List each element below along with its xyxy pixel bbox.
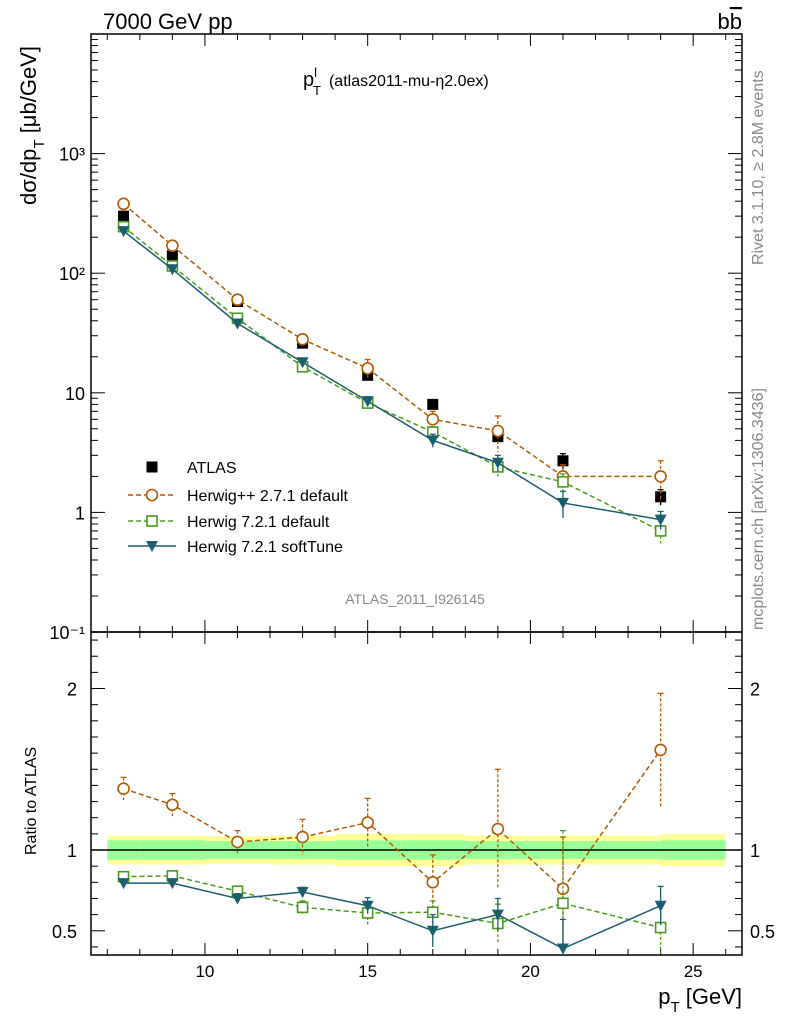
- ratio-series-1-point: [557, 897, 569, 910]
- ratio-series-2-point: [426, 925, 439, 937]
- xlabel: pT [GeV]: [658, 984, 742, 1016]
- ratio-series-0-point: [654, 743, 667, 757]
- legend-label: ATLAS: [187, 460, 237, 477]
- main-ylabel: dσ/dpT [μb/GeV]: [16, 46, 48, 205]
- legend-label: Herwig 7.2.1 default: [187, 514, 330, 531]
- ratio-series-1-line: [123, 875, 661, 929]
- ratio-y-tick-label: 0.5: [52, 922, 77, 942]
- main-series-3-point: [296, 357, 309, 369]
- legend-label: Herwig 7.2.1 softTune: [187, 539, 343, 556]
- legend-marker: [145, 488, 159, 502]
- main-series-0-point: [427, 398, 439, 410]
- main-panel: 10⁻¹ 1 10 10² 10³: [49, 33, 743, 643]
- ratio-series-0-point: [296, 830, 309, 844]
- ratio-series-2-point: [491, 909, 504, 921]
- main-series-1-point: [361, 362, 374, 375]
- ratio-panel: 10 15 20 25 0.5 0.5 1 1 2 2: [52, 631, 775, 981]
- process-label: bb: [718, 9, 743, 34]
- main-series-2-point: [557, 476, 569, 488]
- main-series-1-point: [117, 197, 130, 211]
- x-tick-label: 20: [521, 962, 540, 981]
- main-series-0-point: [166, 250, 178, 262]
- main-series-3-point: [654, 514, 667, 526]
- ratio-ylabel: Ratio to ATLAS: [23, 747, 40, 855]
- ratio-y-tick-label: 1: [750, 841, 760, 861]
- ratio-series-0-point: [361, 816, 374, 829]
- legend-marker: [146, 541, 158, 552]
- mcplots-note: mcplots.cern.ch [arXiv:1306.3436]: [750, 388, 767, 630]
- analysis-watermark: ATLAS_2011_I926145: [345, 591, 485, 607]
- main-series-1-point: [491, 424, 505, 438]
- ratio-y-tick-label: 1: [67, 841, 77, 861]
- y-tick-label: 10: [65, 384, 85, 404]
- main-series-3-point: [117, 226, 130, 238]
- legend: ATLAS Herwig++ 2.7.1 default Herwig 7.2.1 …: [128, 460, 349, 556]
- x-tick-label: 15: [358, 962, 377, 981]
- main-series-0-point: [557, 455, 569, 467]
- main-series-3-point: [556, 497, 569, 509]
- ratio-series-1-point: [296, 901, 309, 914]
- main-series-1-point: [654, 470, 667, 483]
- main-series-1-point: [426, 413, 440, 426]
- legend-label: Herwig++ 2.7.1 default: [187, 488, 349, 505]
- main-series-3-point: [231, 318, 244, 330]
- y-tick-label: 1: [75, 503, 85, 523]
- y-tick-label: 10²: [59, 264, 85, 284]
- main-series-1-point: [231, 293, 244, 307]
- energy-label: 7000 GeV pp: [103, 9, 233, 34]
- main-series-3-point: [491, 457, 504, 469]
- ratio-y-tick-label: 0.5: [750, 922, 775, 942]
- ratio-series-2-point: [117, 878, 130, 890]
- main-series-0-point: [118, 210, 130, 222]
- plot-title: pl T(atlas2011-mu-η2.0ex): [303, 65, 489, 98]
- main-series-1-point: [166, 239, 179, 252]
- y-tick-label: 10⁻¹: [49, 623, 85, 643]
- main-series-3-point: [361, 396, 374, 408]
- ratio-series-2-point: [654, 900, 667, 912]
- legend-marker: [146, 461, 158, 473]
- ratio-series-0-point: [166, 798, 179, 812]
- ratio-series-2-point: [166, 878, 179, 890]
- ratio-series-2-point: [361, 900, 374, 912]
- main-series-1-line: [123, 203, 661, 478]
- x-tick-label: 25: [684, 962, 703, 981]
- ratio-y-tick-label: 2: [67, 680, 77, 700]
- ratio-series-2-line: [123, 882, 661, 950]
- ratio-series-2-point: [556, 943, 569, 955]
- ratio-series-0-point: [491, 822, 505, 836]
- ratio-series-0-point: [231, 835, 244, 849]
- y-tick-label: 10³: [59, 145, 85, 165]
- ratio-series-0-point: [426, 876, 440, 889]
- legend-marker: [146, 515, 158, 527]
- ratio-y-tick-label: 2: [750, 680, 760, 700]
- ratio-series-0-line: [123, 749, 662, 890]
- main-series-2-line: [123, 226, 661, 532]
- ratio-series-0-point: [117, 782, 130, 795]
- rivet-note: Rivet 3.1.10, ≥ 2.8M events: [750, 70, 767, 265]
- main-series-1-point: [296, 333, 309, 346]
- ratio-frame: [90, 631, 743, 956]
- main-series-3-point: [426, 435, 439, 447]
- ratio-series-2-point: [231, 893, 244, 905]
- ratio-series-2-point: [296, 887, 309, 899]
- main-series-3-point: [166, 264, 179, 276]
- x-tick-label: 10: [195, 962, 214, 981]
